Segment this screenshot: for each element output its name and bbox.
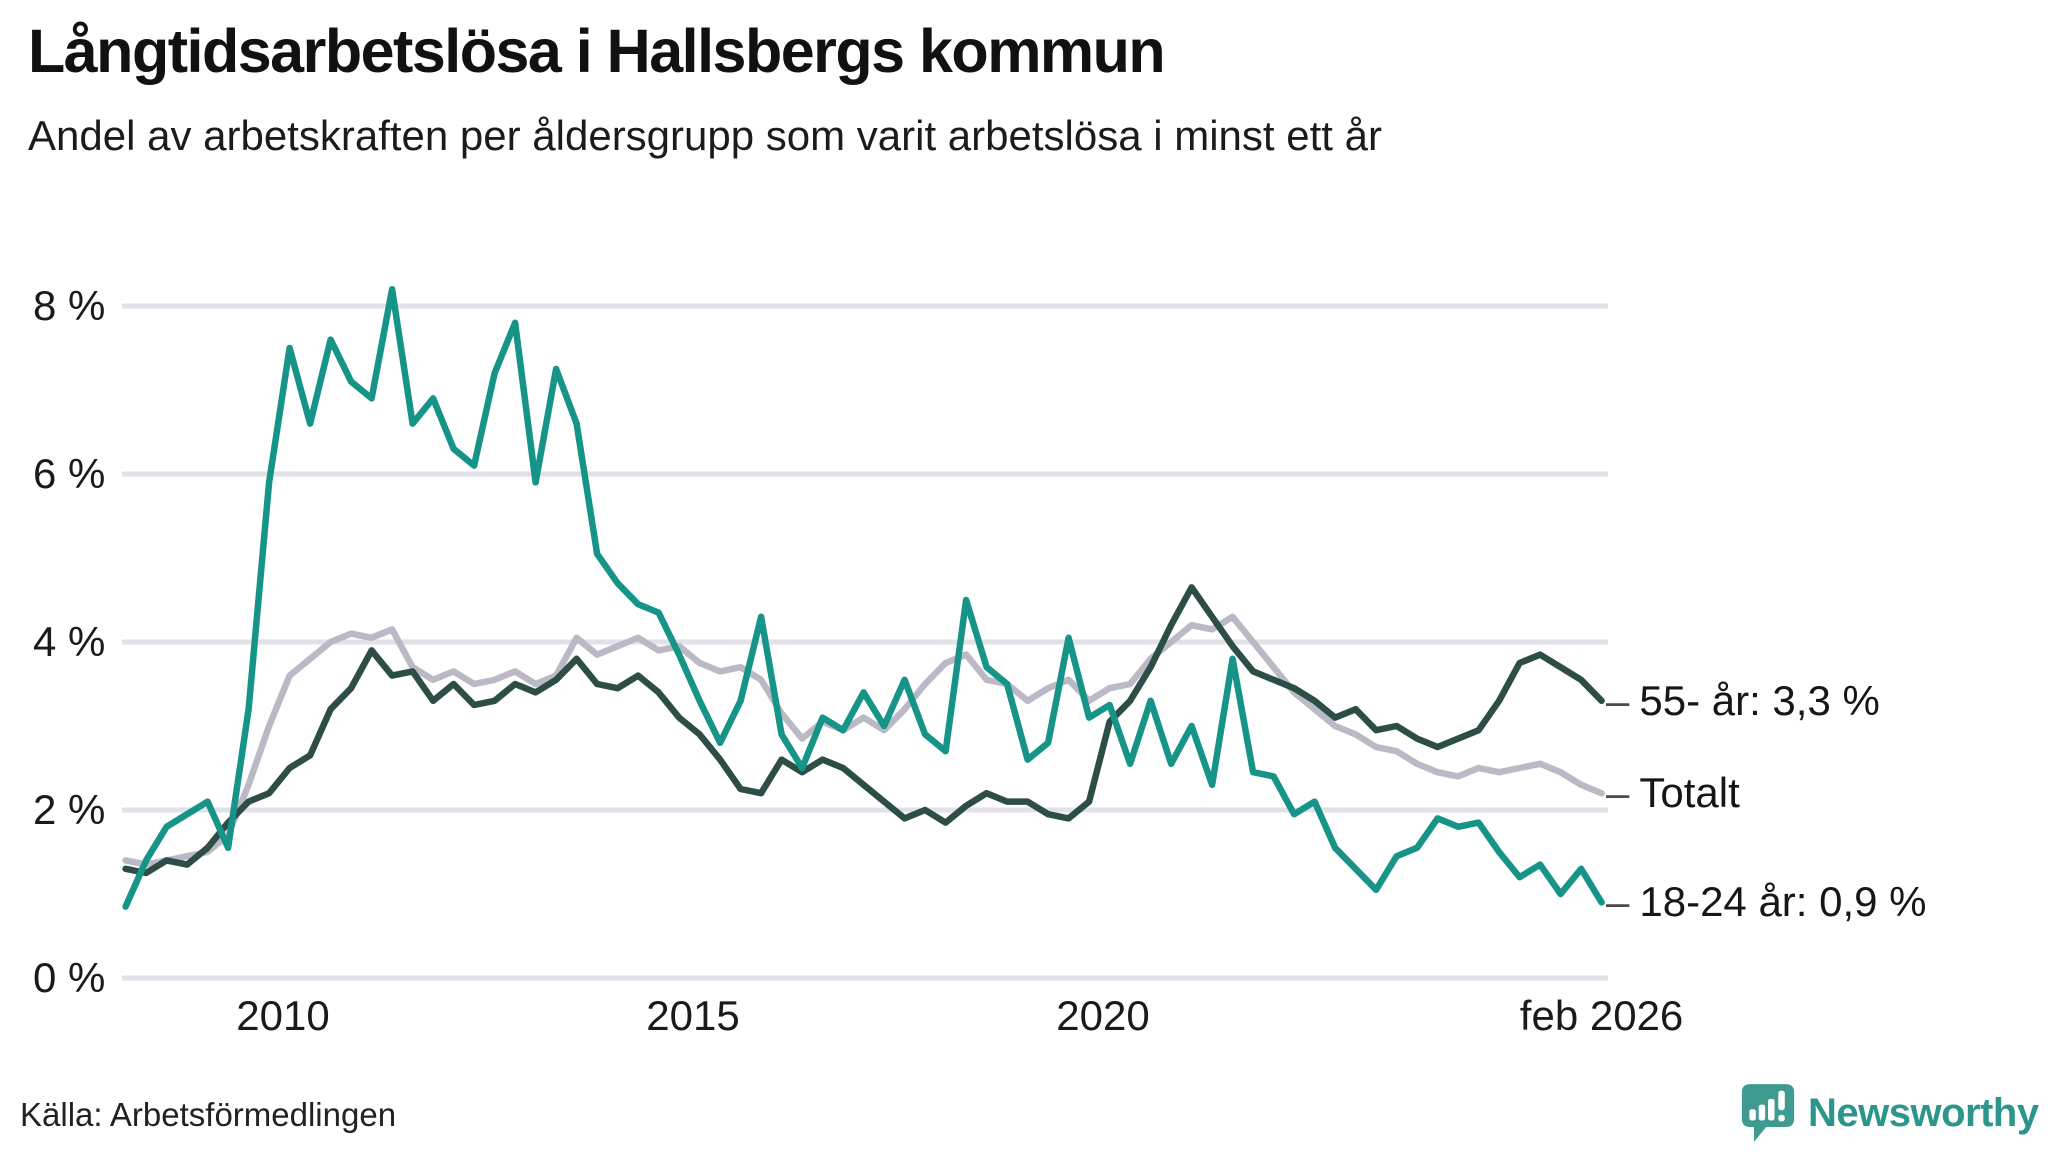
label-leader-dash: – [1606, 878, 1630, 926]
label-leader-dash: – [1606, 676, 1630, 724]
x-axis-tick-label: 2020 [1056, 992, 1150, 1039]
y-axis-tick-label: 2 % [33, 786, 106, 833]
y-axis-tick-label: 8 % [33, 282, 106, 329]
x-axis-tick-label: 2010 [236, 992, 330, 1039]
label-leader-dash: – [1606, 769, 1630, 817]
y-axis-tick-label: 4 % [33, 618, 106, 665]
series-line-totalt [122, 613, 1605, 868]
source-note: Källa: Arbetsförmedlingen [20, 1096, 397, 1133]
newsworthy-logo: Newsworthy [1740, 1082, 2039, 1144]
newsworthy-wordmark: Newsworthy [1808, 1090, 2039, 1135]
newsworthy-logo-icon [1741, 1084, 1795, 1142]
series-line-18-24-r [122, 285, 1605, 910]
x-axis-tick-label: 2015 [646, 992, 740, 1039]
series-line-55-r [122, 584, 1605, 877]
series-end-label-55: –55- år: 3,3 % [1606, 675, 1880, 727]
chart-subtitle: Andel av arbetskraften per åldersgrupp s… [28, 112, 1382, 159]
series-end-label-totalt-text: Totalt [1639, 769, 1740, 817]
series-end-label-18-24: –18-24 år: 0,9 % [1606, 876, 1927, 928]
y-axis-tick-label: 0 % [33, 954, 106, 1001]
series-end-label-totalt: – Totalt [1606, 767, 1740, 819]
series-end-label-18-24-text: 18-24 år: 0,9 % [1639, 878, 1927, 926]
x-axis-tick-label: feb 2026 [1519, 992, 1684, 1039]
y-axis-tick-label: 6 % [33, 450, 106, 497]
chart-title: Långtidsarbetslösa i Hallsbergs kommun [28, 17, 1166, 85]
series-end-label-55-text: 55- år: 3,3 % [1639, 676, 1880, 724]
